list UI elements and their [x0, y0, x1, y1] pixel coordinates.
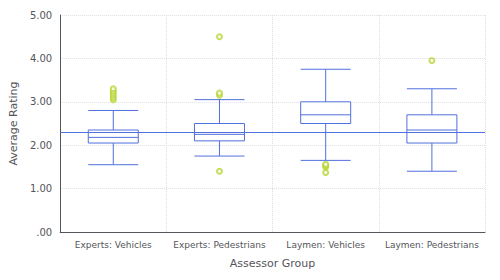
svg-text:Assessor Group: Assessor Group [230, 257, 315, 270]
svg-text:Laymen: Pedestrians: Laymen: Pedestrians [385, 240, 479, 250]
svg-text:2.00: 2.00 [30, 140, 52, 151]
svg-text:.00: .00 [36, 227, 52, 238]
svg-text:Average Rating: Average Rating [7, 81, 20, 165]
svg-text:Experts: Vehicles: Experts: Vehicles [75, 240, 152, 250]
svg-text:1.00: 1.00 [30, 183, 52, 194]
svg-text:Laymen: Vehicles: Laymen: Vehicles [286, 240, 365, 250]
svg-text:5.00: 5.00 [30, 10, 52, 21]
svg-text:4.00: 4.00 [30, 53, 52, 64]
svg-text:Experts: Pedestrians: Experts: Pedestrians [173, 240, 266, 250]
svg-text:3.00: 3.00 [30, 96, 52, 107]
